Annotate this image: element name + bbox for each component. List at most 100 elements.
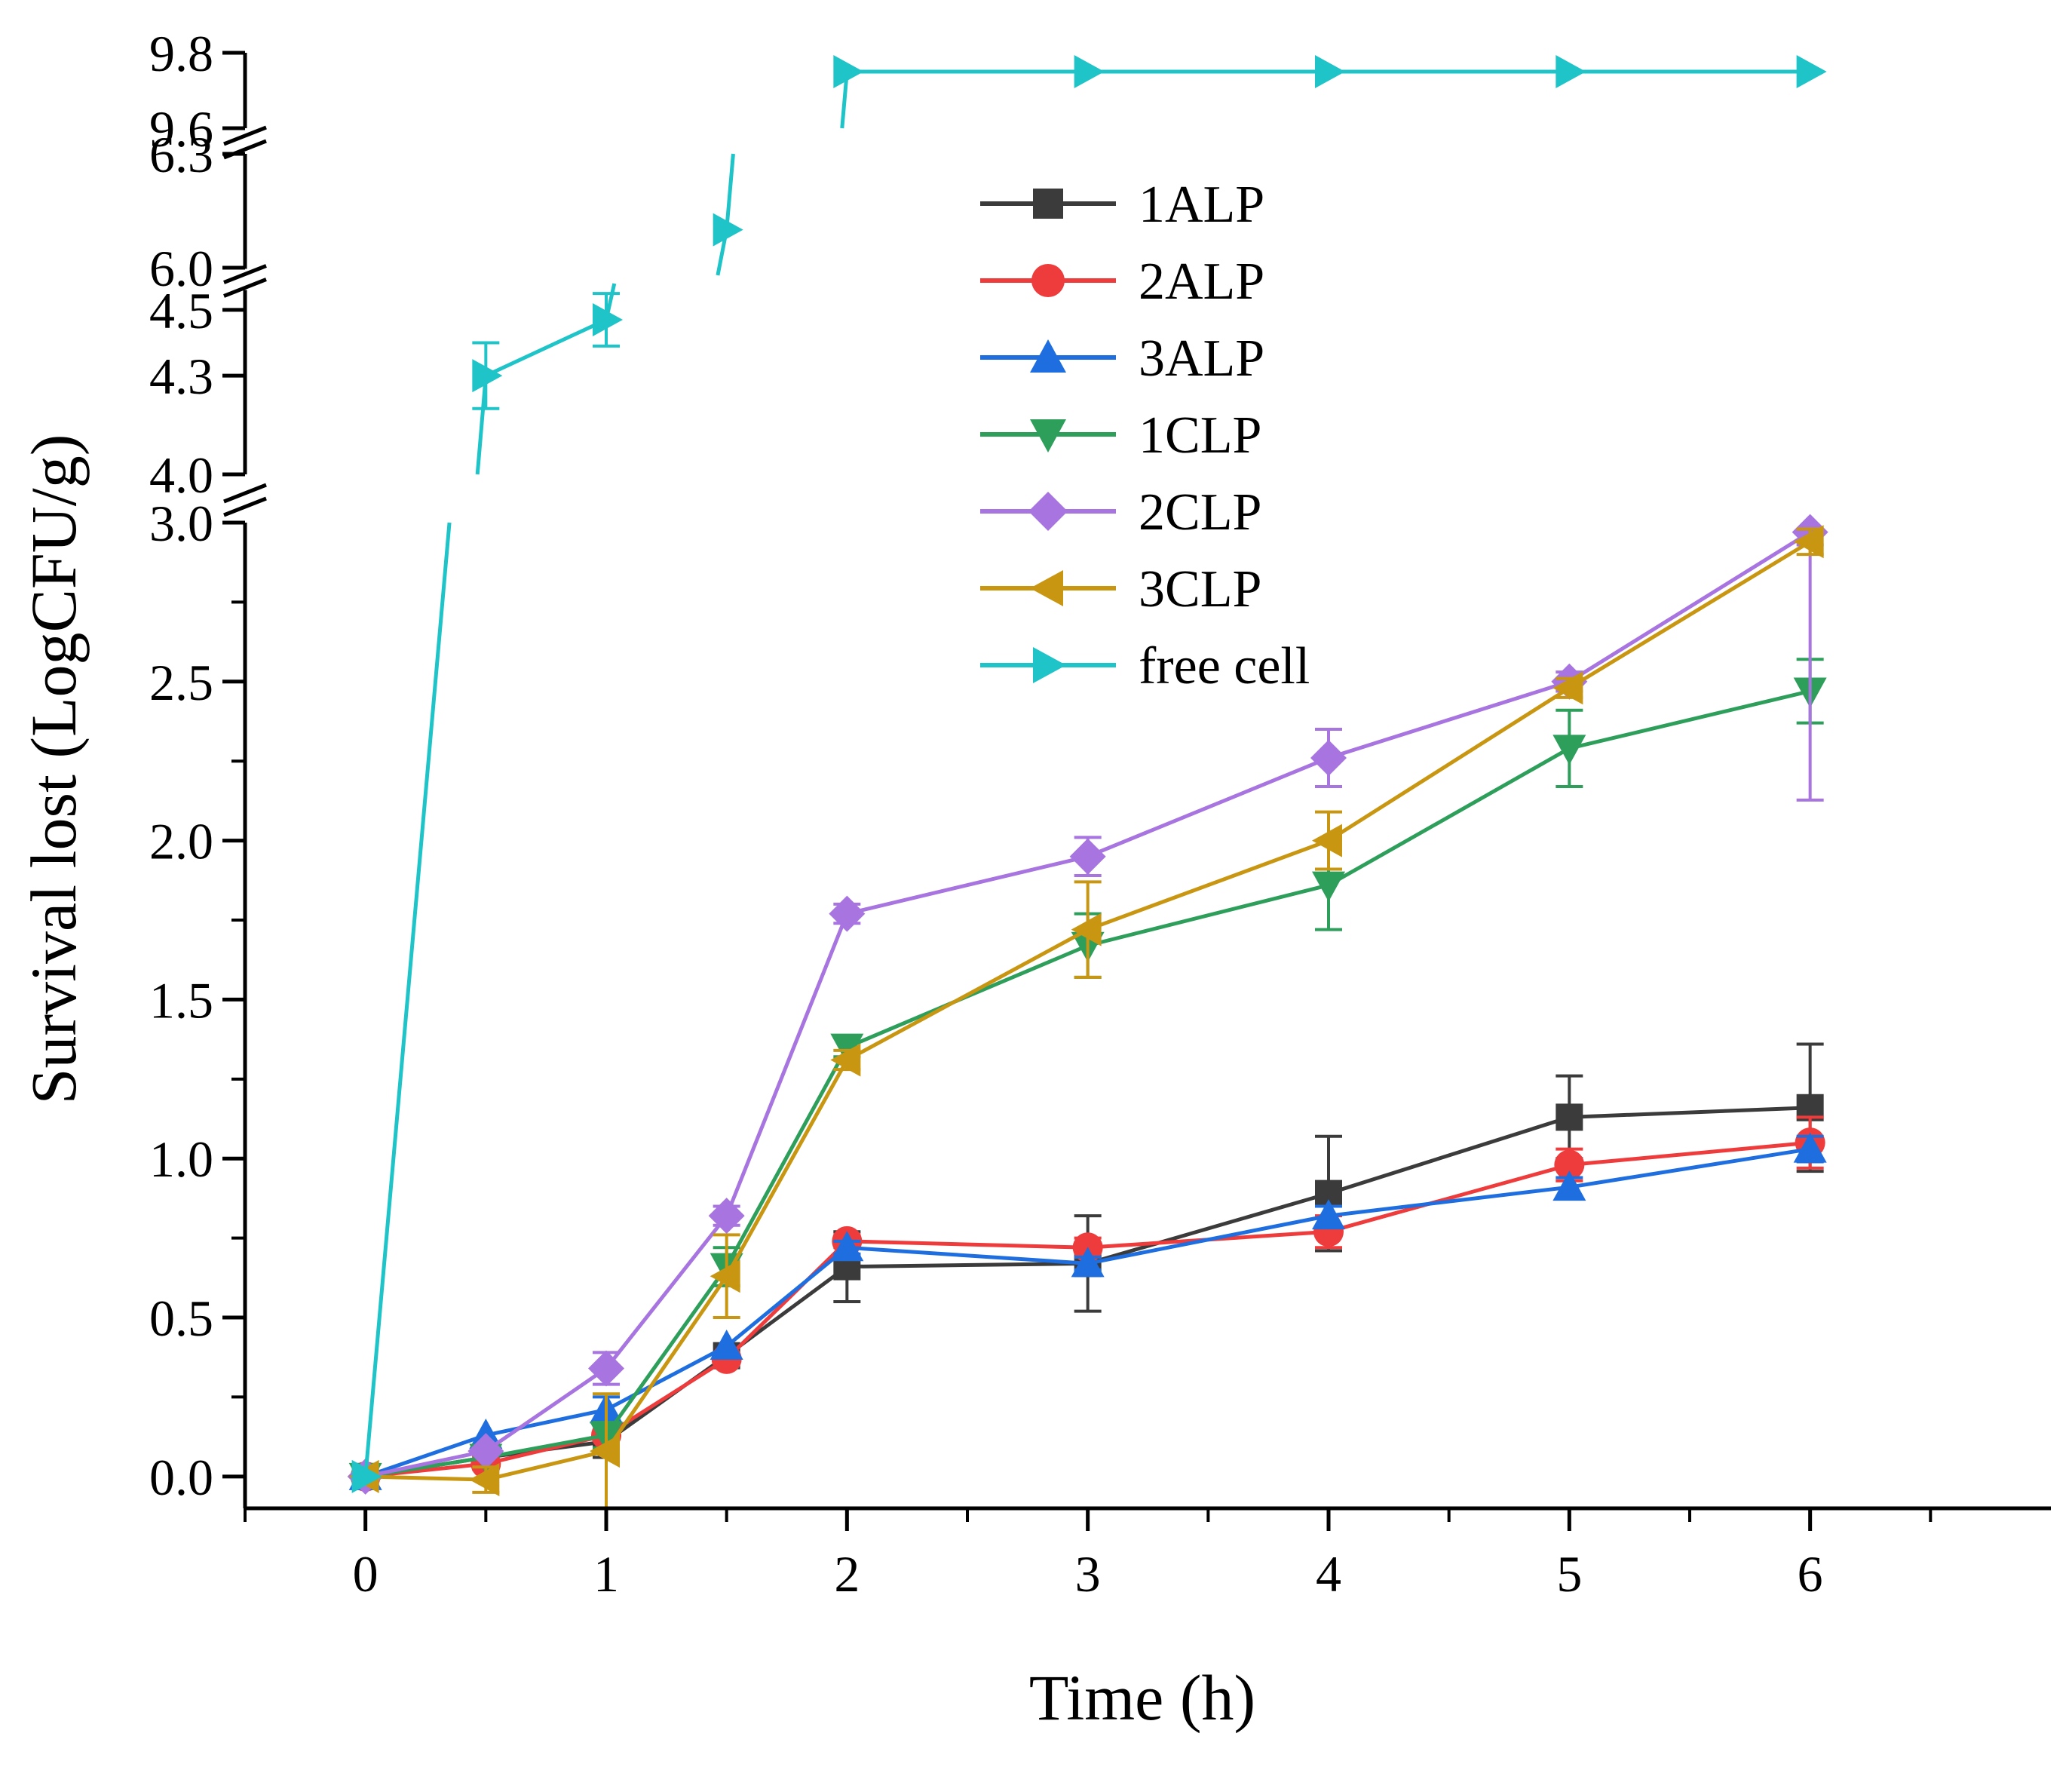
data-point (1552, 735, 1586, 765)
legend-item: 2ALP (980, 253, 1264, 311)
data-point (1796, 55, 1827, 88)
y-axis-break (223, 264, 267, 298)
y-tick-label: 2.0 (149, 813, 213, 870)
legend-label: free cell (1139, 637, 1310, 695)
series-line (847, 1261, 1088, 1269)
series-line (1087, 1192, 1329, 1265)
data-point (1033, 189, 1063, 219)
data-point (469, 1463, 500, 1497)
break-slash (223, 264, 267, 284)
y-tick-label: 4.3 (149, 348, 213, 405)
y-axis-title: Survival lost (LogCFU/g) (17, 434, 90, 1105)
data-point (833, 55, 864, 88)
x-tick-label: 0 (353, 1545, 379, 1603)
data-point (830, 1043, 861, 1077)
series-line (725, 913, 849, 1217)
data-point (1071, 913, 1102, 946)
data-point (710, 1329, 743, 1360)
y-tick-label: 2.5 (149, 654, 213, 711)
legend-item: 2CLP (980, 483, 1261, 541)
data-point (590, 1434, 620, 1468)
series-line (1327, 747, 1571, 887)
series-1clp (348, 658, 1827, 1493)
break-slash (223, 496, 267, 517)
series-line (1328, 1163, 1571, 1234)
data-point (1552, 671, 1583, 705)
series-line (485, 1407, 607, 1437)
x-tick-label: 4 (1316, 1545, 1341, 1603)
data-point (1312, 824, 1342, 857)
x-tick-label: 2 (834, 1545, 860, 1603)
series-line (485, 1449, 607, 1482)
y-tick-label: 4.5 (149, 282, 213, 339)
series-line (1087, 839, 1329, 932)
series-line (725, 1246, 848, 1348)
data-point (1556, 55, 1586, 88)
series-2clp (347, 514, 1828, 1495)
series-line (1328, 679, 1571, 760)
series-line (725, 1059, 849, 1278)
data-point (1793, 1132, 1827, 1163)
break-slash (223, 278, 267, 298)
data-point (593, 302, 623, 336)
data-point (1071, 1247, 1105, 1278)
legend-item: 1CLP (980, 406, 1261, 465)
legend: 1ALP 2ALP 3ALP 1CLP 2CLP 3CLP free cell (980, 176, 1310, 695)
data-point (710, 1259, 740, 1293)
legend-item: 3CLP (980, 560, 1261, 618)
series-line (1087, 756, 1329, 859)
legend-label: 1CLP (1139, 406, 1261, 465)
data-point (588, 1350, 624, 1387)
break-slash (223, 483, 267, 504)
series-line (604, 1265, 728, 1437)
data-point (351, 1459, 382, 1493)
series-line (1568, 689, 1811, 750)
data-point (1315, 55, 1345, 88)
data-point (1793, 525, 1824, 559)
series-line (605, 1344, 728, 1412)
data-point (1030, 419, 1066, 452)
series-line (1087, 883, 1329, 948)
axes: 0 1 2 3 4 5 6 0.0 0.5 1.0 1.5 2.0 2.5 3.04.0 4.3 4.56.0… (149, 25, 2051, 1603)
y-tick-label: 6.0 (149, 240, 213, 297)
data-point (1030, 570, 1063, 606)
data-point (713, 213, 743, 247)
series-line (846, 854, 1089, 916)
series-line (1568, 540, 1811, 690)
x-axis-title: Time (h) (1029, 1661, 1255, 1734)
y-tick-label: 1.0 (149, 1130, 213, 1188)
series-line (1327, 686, 1571, 842)
y-axis-break (223, 483, 267, 517)
break-slash (223, 125, 267, 146)
x-tick-label: 3 (1075, 1545, 1101, 1603)
series-line (1328, 1115, 1571, 1195)
y-tick-label: 4.0 (149, 446, 213, 504)
data-point (472, 359, 503, 393)
series-line (1328, 1185, 1570, 1218)
data-point (1033, 647, 1066, 683)
x-tick-label: 6 (1798, 1545, 1823, 1603)
series-line (485, 1433, 607, 1460)
series-line (847, 1239, 1088, 1250)
data-point (1556, 1103, 1583, 1131)
legend-item: 3ALP (980, 330, 1264, 388)
legend-item: free cell (980, 637, 1310, 695)
data-point (1312, 1199, 1345, 1230)
series-line (364, 1433, 487, 1479)
series-line (363, 522, 452, 1477)
data-point (830, 1033, 864, 1064)
series-line (725, 153, 735, 230)
data-point (708, 1198, 745, 1235)
data-point (829, 895, 866, 932)
series-line (365, 1449, 486, 1479)
data-point (1069, 838, 1106, 875)
data-point (467, 1433, 504, 1470)
legend-label: 2CLP (1139, 483, 1261, 541)
legend-label: 2ALP (1139, 253, 1264, 311)
data-point (1310, 739, 1347, 776)
x-tick-label: 5 (1556, 1545, 1582, 1603)
series-line (365, 1474, 486, 1482)
series-line (604, 1275, 728, 1453)
y-tick-label: 0.0 (149, 1449, 213, 1506)
